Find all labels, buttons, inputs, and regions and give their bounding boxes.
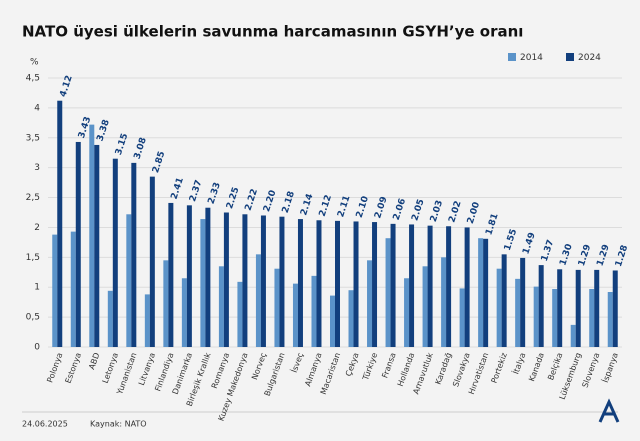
bar xyxy=(335,220,340,347)
bar xyxy=(200,219,206,347)
y-tick-label: 0 xyxy=(34,343,40,353)
bar xyxy=(459,288,465,347)
bar xyxy=(57,100,63,348)
bar xyxy=(107,290,113,347)
bar xyxy=(483,238,489,347)
bar xyxy=(126,214,132,347)
bar xyxy=(496,268,502,347)
bar xyxy=(186,205,192,347)
bar xyxy=(311,275,317,347)
bar xyxy=(330,295,335,347)
bar xyxy=(89,124,95,347)
bar xyxy=(515,278,521,347)
bar xyxy=(181,278,187,347)
bar xyxy=(427,225,433,347)
bar xyxy=(557,269,563,347)
bar xyxy=(292,283,298,347)
legend-swatch xyxy=(566,53,574,61)
bar xyxy=(70,231,76,347)
bar xyxy=(297,219,303,347)
chart-title: NATO üyesi ülkelerin savunma harcamasını… xyxy=(22,23,523,41)
bar xyxy=(274,268,280,347)
bar xyxy=(205,207,211,347)
bar xyxy=(94,144,100,347)
bar xyxy=(612,270,618,347)
legend-swatch xyxy=(508,53,516,61)
bar xyxy=(367,260,373,347)
bar xyxy=(570,324,576,347)
bar xyxy=(575,269,581,347)
y-tick-label: 3 xyxy=(34,163,40,173)
footer-date: 24.06.2025 xyxy=(22,420,68,429)
bar xyxy=(112,158,118,347)
bar xyxy=(372,222,378,347)
bar xyxy=(237,281,243,347)
bar xyxy=(316,220,322,347)
bar xyxy=(242,214,248,347)
bar xyxy=(144,294,150,347)
bar xyxy=(404,278,410,347)
y-tick-label: 3,5 xyxy=(26,133,40,143)
bar xyxy=(478,238,484,347)
bar xyxy=(385,238,391,347)
bar xyxy=(552,289,558,347)
bar xyxy=(441,257,447,347)
bar xyxy=(607,292,613,347)
bar xyxy=(131,162,137,347)
bar xyxy=(353,221,359,347)
bar xyxy=(501,254,507,347)
bar xyxy=(594,269,600,347)
bar xyxy=(255,254,261,347)
legend-label: 2014 xyxy=(520,53,543,63)
y-tick-label: 1,5 xyxy=(26,253,40,263)
bar xyxy=(520,257,526,347)
logo xyxy=(598,398,620,423)
bar xyxy=(446,226,452,347)
y-tick-label: 4 xyxy=(34,103,40,113)
y-tick-label: 1 xyxy=(34,283,40,293)
bar xyxy=(149,176,155,347)
bar xyxy=(223,212,229,347)
y-tick-label: 2,5 xyxy=(26,193,40,203)
y-tick-label: 4,5 xyxy=(26,74,40,84)
legend-label: 2024 xyxy=(578,53,601,63)
y-tick-label: 2 xyxy=(34,223,40,233)
bar xyxy=(589,289,595,347)
bar xyxy=(409,224,415,347)
bar xyxy=(168,202,174,347)
y-unit: % xyxy=(30,58,39,68)
bar xyxy=(533,286,539,347)
bar xyxy=(538,265,544,347)
bar xyxy=(163,260,169,347)
bar xyxy=(279,216,285,347)
bar xyxy=(75,141,81,347)
bar xyxy=(422,266,428,347)
bar xyxy=(260,215,266,347)
bar xyxy=(348,290,354,347)
footer-source: Kaynak: NATO xyxy=(90,420,147,429)
bar xyxy=(464,227,470,347)
bar xyxy=(52,234,58,347)
y-tick-label: 0,5 xyxy=(26,313,40,323)
bar xyxy=(390,223,396,347)
bar xyxy=(218,266,224,347)
